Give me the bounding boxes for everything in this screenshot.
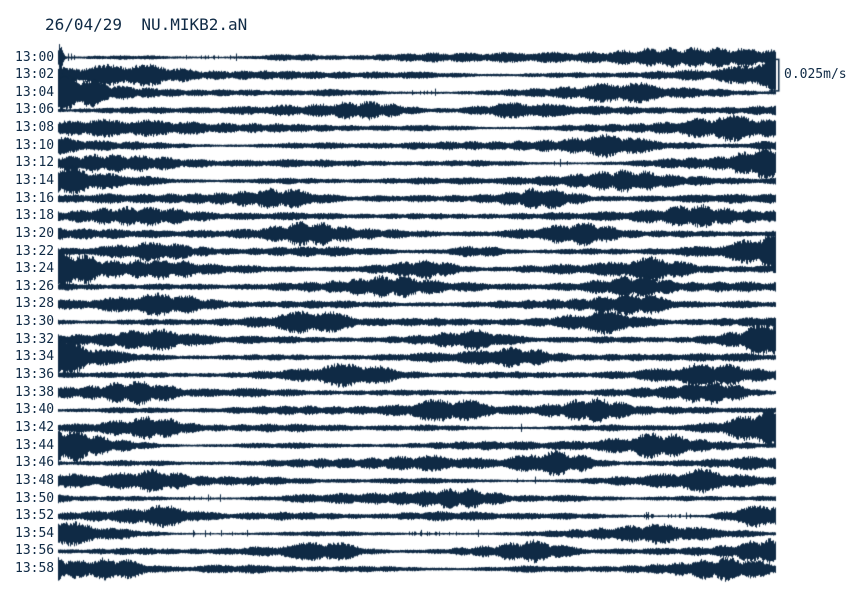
time-label: 13:28 [15,296,55,312]
time-label: 13:14 [15,172,55,188]
time-label: 13:38 [15,384,55,400]
time-label: 13:46 [15,455,55,471]
time-label: 13:58 [15,561,55,577]
time-label: 13:40 [15,402,55,418]
time-label: 13:04 [15,84,55,100]
time-label: 13:24 [15,261,55,277]
time-label: 13:36 [15,367,55,383]
time-label: 13:32 [15,331,55,347]
time-label: 13:22 [15,243,55,259]
time-label: 13:06 [15,102,55,118]
time-label: 13:02 [15,67,55,83]
time-label: 13:54 [15,525,55,541]
time-label: 13:42 [15,419,55,435]
time-label: 13:26 [15,278,55,294]
time-label: 13:34 [15,349,55,365]
time-label: 13:48 [15,472,55,488]
time-label: 13:50 [15,490,55,506]
time-label: 13:10 [15,137,55,153]
time-label: 13:30 [15,314,55,330]
time-label: 13:08 [15,120,55,136]
time-label: 13:20 [15,225,55,241]
time-label: 13:18 [15,208,55,224]
time-label: 13:52 [15,508,55,524]
time-label: 13:16 [15,190,55,206]
time-label: 13:44 [15,437,55,453]
time-label: 13:56 [15,543,55,559]
time-label: 13:12 [15,155,55,171]
amplitude-scale-label: 0.025m/s [784,67,847,83]
time-label: 13:00 [15,49,55,65]
